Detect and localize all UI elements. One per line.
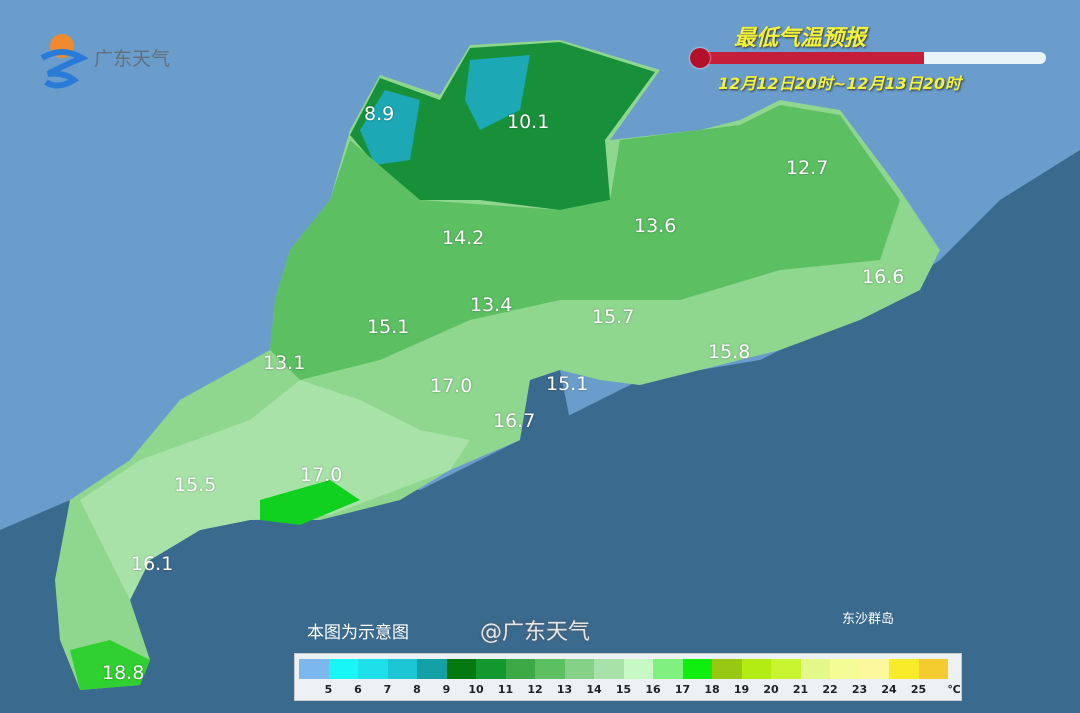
cold-zone-2 (465, 55, 530, 130)
legend-tick: 16 (645, 683, 661, 696)
value-label: 16.6 (862, 266, 905, 288)
legend-swatch (682, 659, 712, 679)
legend-tick: 13 (556, 683, 573, 696)
leizhou-south (70, 640, 150, 690)
island-label: 东沙群岛 (842, 612, 895, 627)
cold-zone-1 (360, 90, 420, 165)
legend-swatch (594, 659, 624, 679)
thermometer-bulb-icon (690, 48, 710, 68)
value-label: 15.5 (174, 474, 217, 496)
legend-swatch (712, 659, 742, 679)
schematic-note: 本图为示意图 (307, 623, 409, 643)
pearl-river-estuary (520, 370, 570, 440)
legend-swatch (535, 659, 565, 679)
value-label: 15.1 (367, 316, 410, 338)
legend-tick: 7 (383, 683, 392, 696)
north-dark-zone (350, 42, 655, 210)
thermometer-fill (696, 52, 924, 64)
legend-swatch (889, 659, 919, 679)
value-label: 15.1 (546, 373, 589, 395)
legend-swatch (918, 659, 948, 679)
color-legend: 5 6 7 8 9 10 11 12 13 14 15 16 17 18 19 20 21 22 23 24 25 ℃ (294, 653, 962, 701)
legend-tick: 8 (413, 683, 421, 696)
legend-swatch (505, 659, 535, 679)
guangdong-weather-logo: 广东天气 (34, 24, 204, 94)
value-label: 15.7 (592, 306, 635, 328)
time-range: 12月12日20时~12月13日20时 (718, 74, 962, 93)
legend-tick: 21 (792, 683, 809, 696)
value-label: 15.8 (708, 341, 751, 363)
legend-tick: 15 (615, 683, 632, 696)
legend-tick: 10 (468, 683, 484, 696)
mid-green-zone (270, 105, 900, 380)
legend-tick: 19 (733, 683, 750, 696)
legend-swatch (564, 659, 594, 679)
value-label: 16.7 (493, 410, 536, 432)
legend-tick: 17 (674, 683, 691, 696)
legend-swatch (476, 659, 506, 679)
watermark: @广东天气 (480, 620, 591, 645)
legend-unit: ℃ (947, 683, 961, 696)
legend-tick: 14 (586, 683, 602, 696)
legend-tick: 6 (354, 683, 362, 696)
value-label: 10.1 (507, 111, 550, 133)
map-title: 最低气温预报 (734, 26, 867, 51)
legend-tick: 24 (881, 683, 897, 696)
legend-swatch (859, 659, 889, 679)
legend-tick: 25 (910, 683, 927, 696)
legend-tick: 9 (442, 683, 451, 696)
legend-swatch (623, 659, 653, 679)
value-label: 13.4 (470, 294, 513, 316)
value-label: 12.7 (786, 157, 829, 179)
thermometer-bar (696, 52, 1046, 64)
legend-swatch (830, 659, 860, 679)
legend-swatch (800, 659, 830, 679)
legend-swatch (653, 659, 683, 679)
legend-swatch (446, 659, 476, 679)
legend-tick: 20 (763, 683, 779, 696)
value-label: 14.2 (442, 227, 485, 249)
legend-swatch (387, 659, 417, 679)
legend-swatch (771, 659, 801, 679)
value-label: 13.6 (634, 215, 677, 237)
legend-swatch (358, 659, 388, 679)
value-label: 18.8 (102, 662, 145, 684)
legend-tick: 11 (497, 683, 514, 696)
value-label: 13.1 (263, 352, 306, 374)
value-label: 8.9 (364, 103, 395, 125)
legend-tick: 18 (704, 683, 720, 696)
legend-tick: 23 (851, 683, 868, 696)
value-label: 16.1 (131, 553, 174, 575)
legend-swatches (299, 659, 948, 679)
legend-tick: 12 (527, 683, 543, 696)
coastal-bright (260, 480, 360, 525)
legend-swatch (299, 659, 329, 679)
legend-tick: 5 (324, 683, 333, 696)
logo-text: 广东天气 (94, 48, 171, 70)
title-box: 最低气温预报 12月12日20时~12月13日20时 (690, 18, 1060, 98)
legend-swatch (417, 659, 447, 679)
value-label: 17.0 (300, 464, 343, 486)
legend-swatch (328, 659, 358, 679)
southwest-green (80, 380, 470, 600)
legend-tick: 22 (822, 683, 838, 696)
legend-swatch (741, 659, 771, 679)
sun-wave-logo-icon (40, 34, 89, 89)
value-label: 17.0 (430, 375, 473, 397)
